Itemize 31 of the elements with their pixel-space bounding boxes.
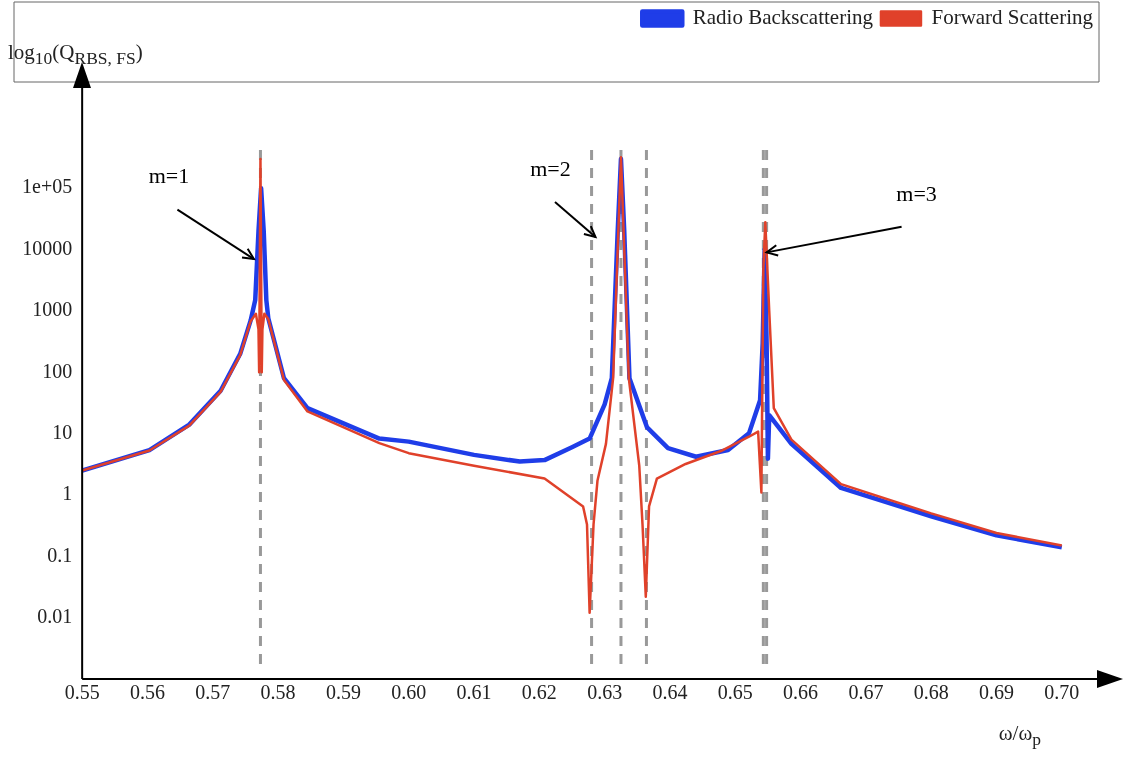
x-tick-label: 0.55 [64, 681, 100, 704]
legend-label: Forward Scattering [931, 5, 1094, 30]
annotation: m=2 [530, 155, 571, 181]
x-tick-label: 0.69 [979, 681, 1014, 704]
legend-label: Radio Backscattering [692, 5, 874, 30]
y-tick-label: 1e+05 [22, 175, 73, 198]
y-tick-label: 10000 [22, 236, 73, 259]
annotation: m=3 [896, 181, 937, 207]
annotation: m=1 [148, 162, 190, 188]
y-tick-label: 1 [62, 482, 73, 505]
y-tick-label: 1000 [32, 298, 73, 321]
x-tick-label: 0.59 [325, 681, 361, 704]
x-tick-label: 0.68 [913, 681, 949, 704]
x-tick-label: 0.66 [783, 681, 819, 704]
y-tick-label: 0.1 [47, 543, 73, 566]
x-tick-label: 0.67 [848, 681, 884, 704]
y-tick-label: 0.01 [37, 604, 73, 627]
x-tick-label: 0.57 [195, 681, 231, 704]
x-tick-label: 0.58 [260, 681, 296, 704]
y-axis-title: log$_{10}$(Q$_{RBS, FS}$) [8, 40, 143, 70]
x-tick-label: 0.64 [652, 681, 688, 704]
x-tick-label: 0.60 [391, 681, 427, 704]
y-tick-label: 10 [52, 420, 73, 443]
x-tick-label: 0.56 [129, 681, 165, 704]
x-tick-label: 0.61 [456, 681, 492, 704]
x-axis-title: ω/ω$_{p}$ [998, 720, 1041, 750]
x-tick-label: 0.62 [521, 681, 557, 704]
x-tick-label: 0.65 [717, 681, 753, 704]
x-tick-label: 0.63 [587, 681, 623, 704]
y-tick-label: 100 [42, 359, 73, 382]
x-tick-label: 0.70 [1044, 681, 1080, 704]
